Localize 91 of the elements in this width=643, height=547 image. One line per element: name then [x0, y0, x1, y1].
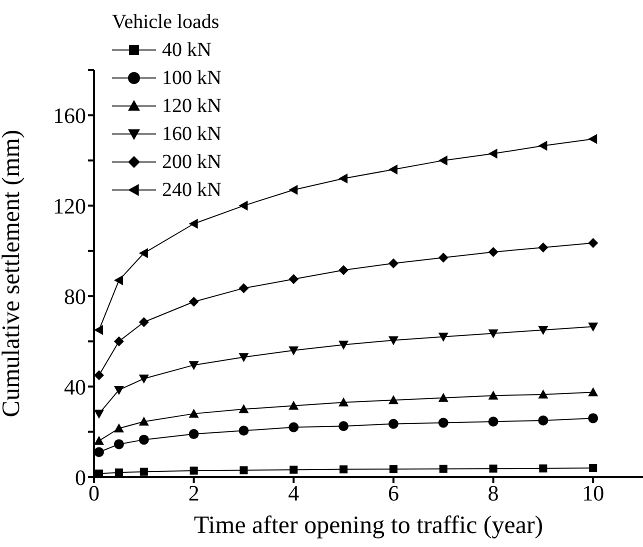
point	[138, 248, 148, 258]
point	[188, 296, 199, 307]
point	[238, 426, 249, 436]
point	[538, 415, 548, 426]
point	[438, 418, 448, 428]
point	[114, 468, 123, 476]
legend-title: Vehicle loads	[112, 10, 220, 35]
point	[238, 200, 248, 211]
point	[188, 218, 198, 229]
point	[114, 275, 123, 286]
point	[188, 408, 199, 418]
point	[489, 464, 498, 473]
point	[94, 325, 103, 336]
y-tick-label: 40	[64, 374, 86, 400]
y-tick-label: 120	[53, 193, 86, 218]
point	[114, 386, 124, 395]
point	[338, 340, 349, 350]
point	[338, 174, 348, 184]
point	[94, 370, 104, 380]
x-tick-label: 6	[388, 480, 399, 506]
point	[488, 416, 498, 427]
point	[188, 361, 199, 370]
point	[438, 332, 448, 342]
point	[438, 155, 448, 166]
point	[114, 423, 124, 432]
x-axis-title: Time after opening to traffic (year)	[194, 512, 544, 539]
point	[288, 346, 299, 356]
point	[338, 421, 349, 432]
point	[439, 464, 448, 473]
point	[140, 468, 148, 476]
point	[538, 389, 548, 398]
y-axis-title: Cumulative settlement (mm)	[0, 130, 25, 418]
legend-label: 40 kN	[162, 38, 212, 63]
x-tick-label: 10	[582, 480, 604, 506]
point	[288, 422, 299, 432]
point	[240, 466, 248, 474]
point	[94, 436, 104, 445]
point	[138, 416, 149, 426]
point	[388, 258, 398, 268]
point	[588, 134, 598, 144]
point	[388, 395, 398, 404]
point	[588, 387, 598, 396]
point	[238, 283, 249, 294]
point	[438, 252, 448, 263]
point	[589, 464, 598, 472]
point	[138, 374, 149, 384]
point	[488, 390, 498, 400]
legend-label: 200 kN	[162, 150, 222, 175]
point	[538, 242, 548, 252]
point	[538, 326, 548, 336]
point	[388, 418, 398, 429]
x-tick-label: 2	[188, 480, 200, 506]
point	[389, 465, 398, 474]
legend-label: 120 kN	[162, 94, 222, 119]
point	[388, 336, 398, 346]
point	[138, 317, 149, 328]
x-tick-label: 4	[288, 480, 300, 506]
point	[288, 400, 299, 410]
point	[114, 439, 124, 450]
legend-label: 160 kN	[162, 122, 222, 147]
point	[340, 465, 348, 474]
point	[538, 140, 548, 151]
point	[588, 238, 598, 248]
point	[190, 466, 198, 475]
point	[94, 410, 104, 419]
point	[114, 336, 124, 346]
point	[388, 164, 398, 174]
point	[488, 329, 498, 338]
point	[288, 274, 299, 284]
point	[338, 397, 349, 406]
point	[288, 184, 298, 195]
point	[588, 413, 598, 424]
point	[588, 322, 598, 332]
point	[290, 466, 298, 474]
point	[488, 247, 498, 258]
y-tick-label: 0	[75, 464, 86, 490]
point	[338, 265, 349, 276]
point	[188, 429, 199, 440]
point	[238, 353, 249, 362]
point	[138, 434, 149, 445]
point	[438, 392, 448, 402]
legend-label: 100 kN	[162, 66, 222, 91]
x-tick-label: 8	[488, 480, 499, 506]
y-tick-label: 160	[53, 103, 86, 128]
point	[94, 470, 103, 477]
point	[238, 404, 249, 414]
point	[94, 447, 104, 458]
point	[488, 148, 498, 159]
y-tick-label: 80	[64, 284, 86, 309]
legend-label: 240 kN	[162, 178, 222, 203]
point	[539, 464, 548, 472]
